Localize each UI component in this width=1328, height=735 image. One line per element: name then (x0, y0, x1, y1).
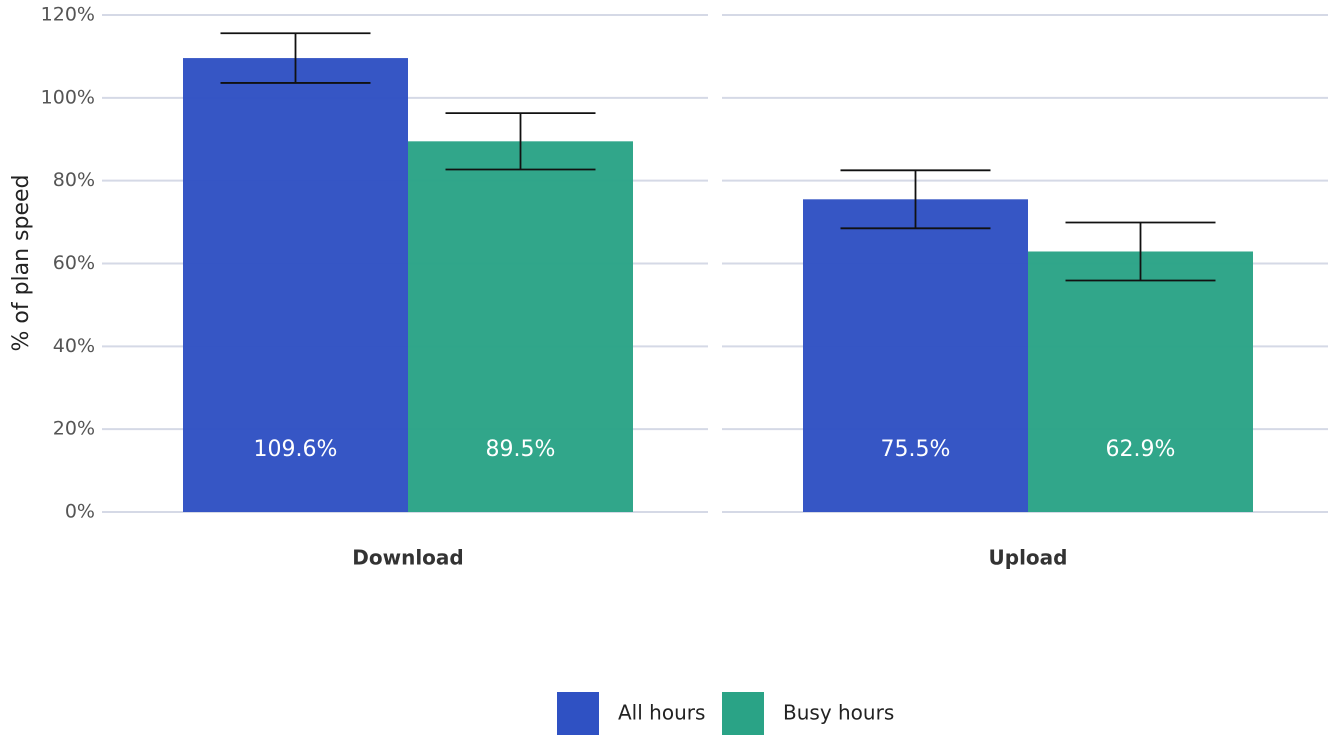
value-label: 89.5% (486, 437, 556, 462)
x-tick-label: Upload (989, 546, 1068, 570)
legend-label: Busy hours (783, 701, 894, 725)
x-tick-label: Download (352, 546, 463, 570)
bar (1028, 251, 1253, 512)
y-tick-label: 60% (53, 252, 95, 274)
error-bar (840, 169, 991, 230)
y-axis-label: % of plan speed (9, 174, 34, 351)
bar (803, 199, 1028, 512)
value-label: 109.6% (254, 437, 338, 462)
error-bar (1065, 221, 1216, 282)
y-tick-label: 20% (53, 418, 95, 440)
value-label: 62.9% (1106, 437, 1176, 462)
bar (183, 58, 408, 512)
y-tick-label: 100% (41, 86, 95, 108)
error-bar (445, 112, 596, 171)
error-bar (220, 32, 371, 84)
legend-swatch (722, 692, 764, 735)
value-label: 75.5% (881, 437, 951, 462)
bar (408, 141, 633, 512)
y-tick-label: 80% (53, 169, 95, 191)
y-tick-label: 0% (65, 501, 95, 523)
y-tick-label: 120% (41, 4, 95, 26)
legend-swatch (557, 692, 599, 735)
legend-label: All hours (618, 701, 705, 725)
y-tick-label: 40% (53, 335, 95, 357)
